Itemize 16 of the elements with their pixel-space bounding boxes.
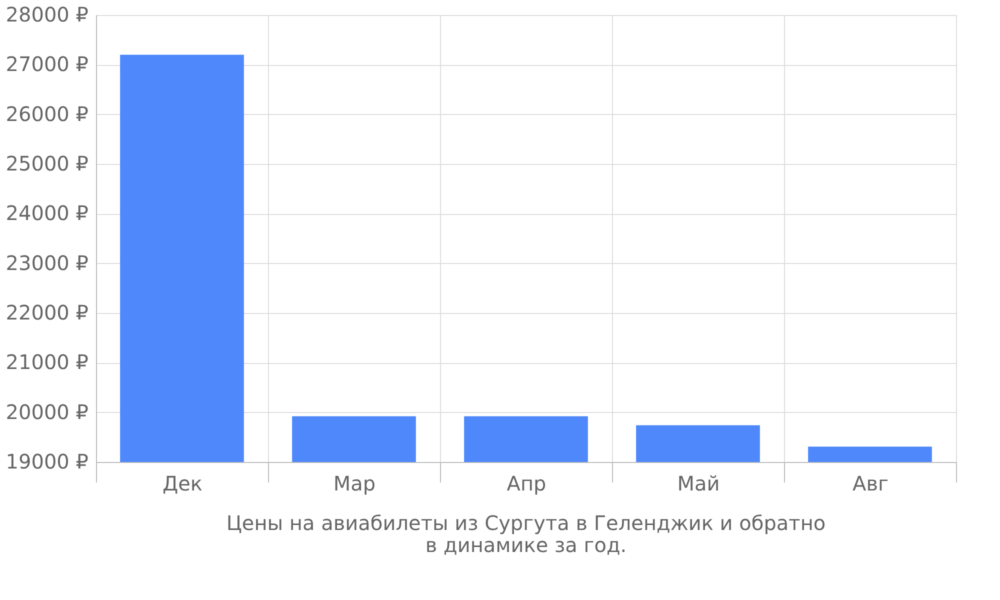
y-tick-label: 22000 ₽ bbox=[6, 300, 89, 324]
x-tick-label: Май bbox=[677, 472, 720, 496]
y-tick-label: 24000 ₽ bbox=[6, 201, 89, 226]
y-tick-label: 26000 ₽ bbox=[6, 102, 89, 126]
x-tick-label: Апр bbox=[506, 472, 546, 496]
y-tick-label: 28000 ₽ bbox=[6, 2, 89, 26]
x-tick-label: Авг bbox=[852, 472, 888, 496]
y-tick-label: 19000 ₽ bbox=[6, 450, 89, 474]
y-tick-label: 20000 ₽ bbox=[6, 400, 89, 424]
x-tick-label: Мар bbox=[333, 472, 376, 496]
y-tick-label: 23000 ₽ bbox=[6, 250, 89, 275]
y-tick-label: 25000 ₽ bbox=[6, 152, 89, 176]
text: Цены на авиабилеты из Сургута в Геленджик и обратно в динамике за год. bbox=[226, 511, 826, 557]
y-tick-label: 27000 ₽ bbox=[6, 52, 89, 76]
y-tick-label: 21000 ₽ bbox=[6, 350, 89, 374]
x-tick-label: Дек bbox=[162, 472, 203, 496]
